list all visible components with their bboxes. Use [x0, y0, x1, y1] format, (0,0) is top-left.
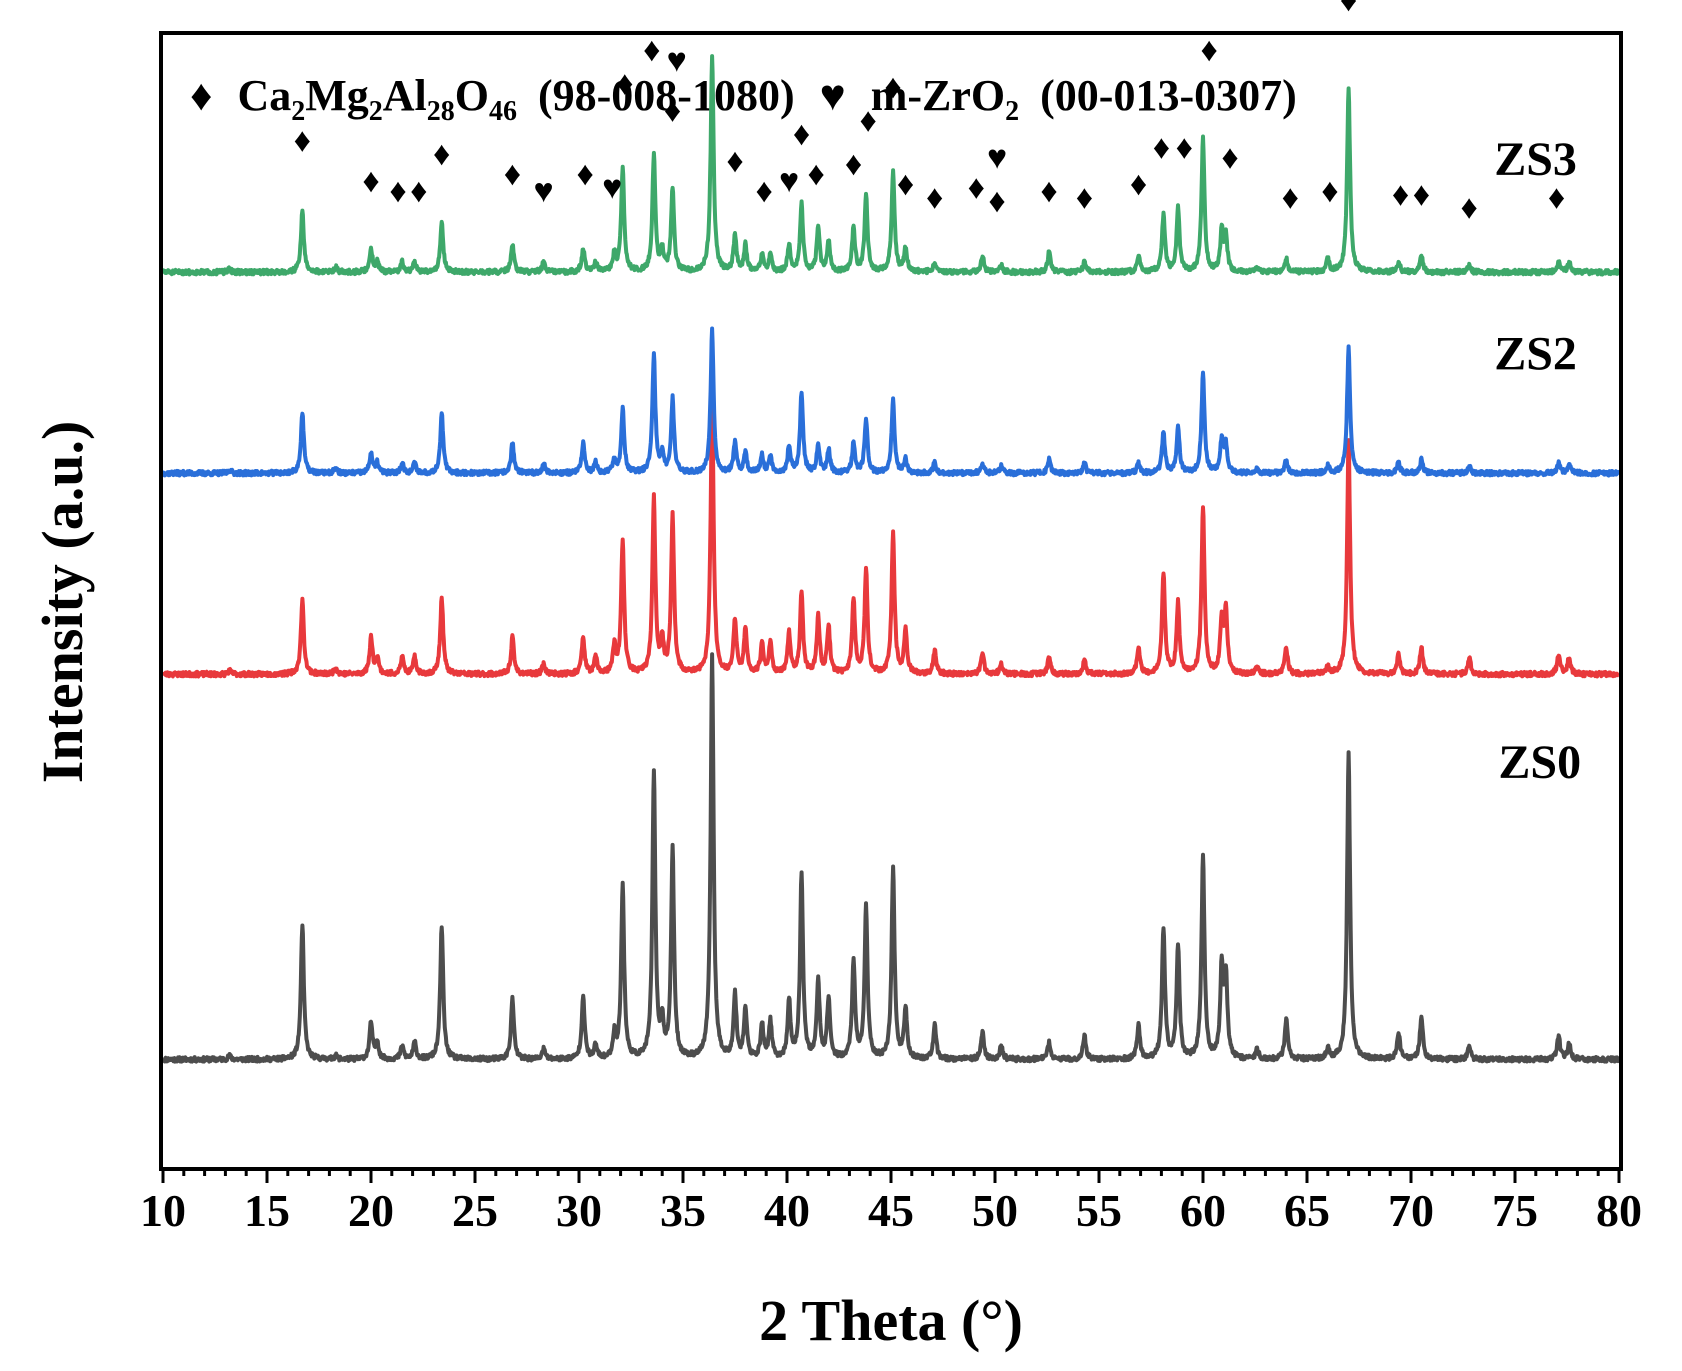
- x-tick-label-35: 35: [660, 1185, 706, 1236]
- x-tick-label-15: 15: [244, 1185, 290, 1236]
- x-tick-label-80: 80: [1596, 1185, 1642, 1236]
- camgal-peak-marker-23: ♦: [926, 180, 943, 217]
- legend-formula-ca: Ca: [237, 71, 291, 120]
- legend-formula-mg: Mg: [305, 71, 369, 120]
- x-tick-label-60: 60: [1180, 1185, 1226, 1236]
- zro2-peak-marker-25: ♥: [987, 139, 1007, 176]
- camgal-peak-marker-15: ♦: [755, 173, 772, 210]
- camgal-peak-marker-40: ♦: [1548, 180, 1565, 217]
- x-tick-label-10: 10: [140, 1185, 186, 1236]
- x-tick-label-50: 50: [972, 1185, 1018, 1236]
- camgal-peak-marker-20: ♦: [859, 103, 876, 140]
- series-layer: [161, 54, 1621, 1064]
- sample-label-zs3: ZS3: [1494, 133, 1577, 186]
- x-tick-label-65: 65: [1284, 1185, 1330, 1236]
- x-tick-label-30: 30: [556, 1185, 602, 1236]
- x-tick-label-20: 20: [348, 1185, 394, 1236]
- camgal-peak-marker-26: ♦: [988, 183, 1005, 220]
- x-tick-label-25: 25: [452, 1185, 498, 1236]
- legend-marker-diamond: ♦: [190, 71, 212, 120]
- legend-formula-zro: m-ZrO: [871, 71, 1005, 120]
- svg-text:♦ Ca2Mg2Al28O46 (9: ♦ Ca2Mg2Al28O46 (98-008-1080) ♥ m-ZrO2 (…: [190, 71, 1297, 130]
- legend: ♦ Ca2Mg2Al28O46 (98-008-1080) ♥ m-ZrO2 (…: [190, 71, 1297, 130]
- legend-formula-o-sub: 46: [489, 96, 517, 127]
- zro2-peak-marker-8: ♥: [602, 170, 622, 207]
- sample-label-layer: ZS0ZS2ZS3ZS4: [1494, 133, 1581, 789]
- camgal-peak-marker-30: ♦: [1153, 129, 1170, 166]
- camgal-peak-marker-7: ♦: [577, 156, 594, 193]
- annotation-layer: ♦♦♦♦♦♦♥♦♥♦♦♥♦♦♦♦♥♦♦♦♦♦♦♦♦♥♦♦♦♦♦♦♦♦♦♦♦♦♦♦…: [294, 0, 1566, 227]
- legend-formula-o: O: [455, 71, 489, 120]
- camgal-peak-marker-29: ♦: [1130, 166, 1147, 203]
- legend-formula-zro-sub: 2: [1005, 96, 1019, 127]
- camgal-peak-marker-28: ♦: [1076, 180, 1093, 217]
- legend-marker-heart: ♥: [820, 71, 846, 120]
- camgal-peak-marker-35: ♦: [1321, 173, 1338, 210]
- legend-formula-al-sub: 28: [427, 96, 455, 127]
- camgal-peak-marker-3: ♦: [410, 173, 427, 210]
- x-tick-label-55: 55: [1076, 1185, 1122, 1236]
- x-tick-label-45: 45: [868, 1185, 914, 1236]
- camgal-peak-marker-34: ♦: [1282, 180, 1299, 217]
- camgal-peak-marker-1: ♦: [362, 163, 379, 200]
- camgal-peak-marker-22: ♦: [897, 166, 914, 203]
- camgal-peak-marker-27: ♦: [1040, 173, 1057, 210]
- camgal-peak-marker-33: ♦: [1221, 139, 1238, 176]
- series-line-zs2: [161, 397, 1621, 679]
- legend-formula-al: Al: [383, 71, 427, 120]
- y-axis-title: Intensity (a.u.): [30, 421, 95, 784]
- camgal-peak-marker-12: ♦: [664, 93, 681, 130]
- zro2-peak-marker-11: ♥: [667, 42, 687, 79]
- camgal-peak-marker-14: ♦: [726, 143, 743, 180]
- x-tick-label-40: 40: [764, 1185, 810, 1236]
- series-line-zs0: [161, 652, 1621, 1064]
- camgal-peak-marker-39: ♦: [1461, 190, 1478, 227]
- x-tick-label-75: 75: [1492, 1185, 1538, 1236]
- legend-formula-mg-sub: 2: [369, 96, 383, 127]
- legend-formula-ca-sub: 2: [291, 96, 305, 127]
- x-axis-ticks: 10 15 20 25 30 35 40 45 50 55 60 65 70 75 80: [140, 1169, 1642, 1236]
- series-line-zs3: [161, 326, 1621, 478]
- series-line-zs4: [161, 54, 1621, 277]
- sample-label-zs0: ZS0: [1498, 736, 1581, 789]
- camgal-peak-marker-31: ♦: [1176, 129, 1193, 166]
- camgal-peak-marker-19: ♦: [845, 146, 862, 183]
- camgal-peak-marker-17: ♦: [793, 116, 810, 153]
- camgal-peak-marker-18: ♦: [807, 156, 824, 193]
- camgal-peak-marker-4: ♦: [433, 136, 450, 173]
- camgal-peak-marker-5: ♦: [504, 156, 521, 193]
- camgal-peak-marker-9: ♦: [616, 66, 633, 103]
- camgal-peak-marker-21: ♦: [884, 69, 901, 106]
- legend-reference-1: (98-008-1080): [538, 71, 795, 120]
- camgal-peak-marker-32: ♦: [1201, 32, 1218, 69]
- zro2-peak-marker-6: ♥: [534, 173, 554, 210]
- zro2-peak-marker-16: ♥: [779, 163, 799, 200]
- legend-reference-2: (00-013-0307): [1040, 71, 1297, 120]
- camgal-peak-marker-2: ♦: [389, 173, 406, 210]
- camgal-peak-marker-0: ♦: [294, 123, 311, 160]
- x-axis-title: 2 Theta (°): [759, 1288, 1023, 1353]
- camgal-peak-marker-38: ♦: [1413, 176, 1430, 213]
- x-tick-label-70: 70: [1388, 1185, 1434, 1236]
- camgal-peak-marker-37: ♦: [1392, 176, 1409, 213]
- camgal-peak-marker-13: ♦: [703, 0, 720, 6]
- camgal-peak-marker-10: ♦: [643, 32, 660, 69]
- camgal-peak-marker-24: ♦: [968, 170, 985, 207]
- sample-label-zs2: ZS2: [1494, 327, 1577, 380]
- camgal-peak-marker-36: ♦: [1340, 0, 1357, 19]
